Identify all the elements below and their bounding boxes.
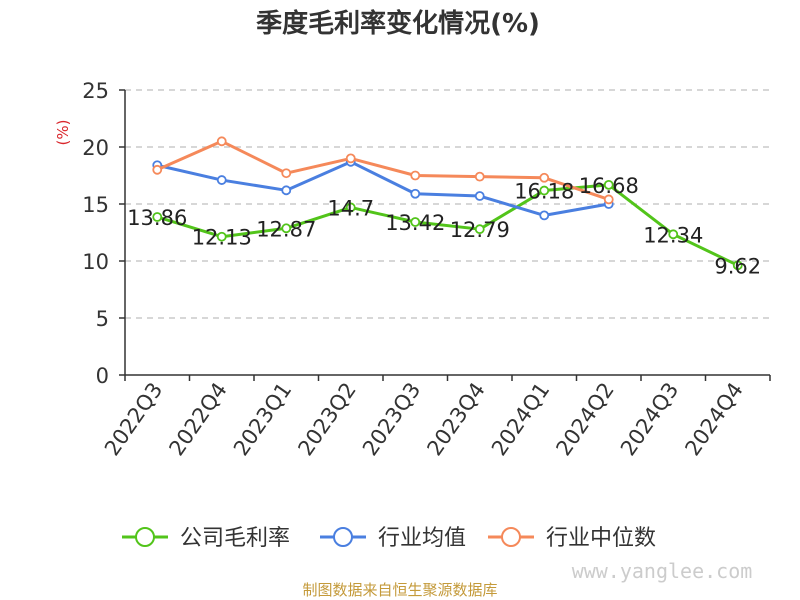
data-label: 13.86 [127, 206, 187, 230]
series-point [668, 229, 679, 240]
series-point [216, 231, 227, 242]
series-point [474, 191, 485, 201]
data-label: 12.79 [450, 218, 510, 242]
legend: 公司毛利率 行业均值 行业中位数 [122, 526, 656, 551]
axis-layer: 0 5 10 15 20 25 2022Q32022Q42023Q12023Q22023Q3… [82, 79, 771, 460]
series-point [345, 153, 356, 164]
x-tick-label: 2024Q4 [680, 378, 747, 460]
legend-label: 行业均值 [378, 526, 466, 551]
series-point [603, 179, 614, 190]
series-point [410, 170, 421, 181]
series-point [152, 164, 163, 175]
x-tick-label: 2023Q3 [358, 378, 425, 460]
series-line-0 [156, 183, 739, 267]
data-label: 13.42 [385, 211, 445, 235]
series-point [732, 260, 743, 271]
x-tick-label: 2023Q1 [229, 378, 296, 460]
series-line-2 [156, 139, 610, 201]
series-line-1 [156, 160, 610, 217]
data-label: 16.68 [579, 174, 639, 198]
series-point [281, 168, 292, 179]
x-tick-label: 2023Q4 [422, 378, 489, 460]
x-tick-label: 2022Q4 [164, 378, 231, 460]
y-tick-label: 5 [96, 307, 109, 331]
y-tick-label: 15 [82, 193, 109, 217]
source-note: 制图数据来自恒生聚源数据库 [302, 581, 497, 599]
data-label: 12.34 [643, 223, 703, 247]
y-axis-label: (%) [54, 120, 72, 146]
legend-marker [135, 527, 155, 547]
series-point [152, 212, 163, 222]
series-point [474, 171, 485, 182]
series-point [216, 136, 227, 147]
series-point [410, 188, 421, 199]
legend-label: 行业中位数 [546, 526, 656, 551]
series-point [539, 185, 550, 196]
watermark: www.yanglee.com [572, 559, 753, 583]
series-point [474, 224, 485, 235]
series-point [410, 217, 421, 227]
y-tick-label: 0 [96, 364, 109, 388]
y-tick-label: 10 [82, 250, 109, 274]
x-tick-label: 2023Q2 [293, 378, 360, 460]
series-point [539, 210, 550, 221]
x-tick-label: 2024Q1 [487, 378, 554, 460]
y-tick-label: 20 [82, 136, 109, 160]
data-label: 16.18 [514, 180, 574, 204]
series-point [345, 202, 356, 213]
series-layer [152, 136, 743, 271]
x-tick-label: 2024Q2 [551, 378, 618, 460]
chart-title: 季度毛利率变化情况(%) [256, 8, 540, 39]
legend-marker [333, 527, 353, 547]
x-tick-label: 2024Q3 [616, 378, 683, 460]
data-label: 12.87 [256, 217, 316, 241]
series-point [603, 194, 614, 205]
data-label: 12.13 [192, 226, 252, 250]
series-point [216, 175, 227, 185]
series-point [539, 172, 550, 183]
y-tick-label: 25 [82, 79, 109, 103]
legend-label: 公司毛利率 [180, 526, 290, 551]
series-point [281, 185, 292, 196]
series-point [281, 223, 292, 234]
x-tick-label: 2022Q3 [100, 378, 167, 460]
data-label: 9.62 [714, 254, 761, 278]
data-label: 14.7 [327, 196, 374, 220]
legend-marker [501, 527, 521, 547]
grid-layer [125, 89, 770, 319]
